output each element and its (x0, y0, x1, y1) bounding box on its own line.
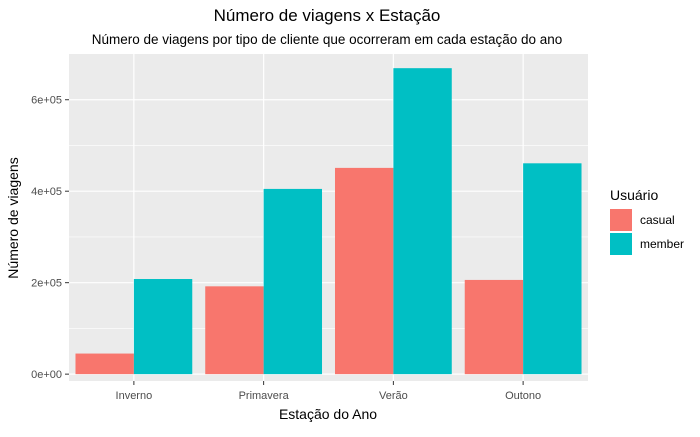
legend-title: Usuário (610, 187, 658, 203)
y-tick-label: 0e+00 (31, 369, 62, 381)
bar-casual-inverno (75, 353, 134, 375)
legend-swatch-member (610, 233, 632, 255)
bar-member-verão (393, 68, 452, 375)
bar-casual-primavera (205, 286, 264, 375)
bar-member-primavera (263, 188, 323, 375)
bar-member-inverno (133, 279, 193, 375)
x-tick-label: Primavera (239, 390, 290, 402)
legend-swatch-casual (610, 209, 632, 231)
legend-label-member: member (640, 237, 684, 251)
bar-member-outono (523, 163, 582, 375)
x-tick-label: Verão (379, 390, 408, 402)
x-tick-label: Outono (505, 390, 541, 402)
y-tick-label: 6e+05 (31, 95, 62, 107)
x-tick-label: Inverno (116, 390, 153, 402)
y-tick-label: 2e+05 (31, 278, 62, 290)
legend-label-casual: casual (640, 213, 675, 227)
y-axis-label: Número de viagens (5, 157, 21, 278)
y-tick-label: 4e+05 (31, 186, 62, 198)
bar-casual-outono (464, 279, 524, 375)
x-axis-label: Estação do Ano (279, 406, 377, 422)
x-axis: Inverno Primavera Verão Outono (116, 381, 541, 402)
bars (75, 68, 582, 375)
chart-subtitle: Número de viagens por tipo de cliente qu… (92, 32, 563, 47)
legend: Usuário casual member (610, 187, 684, 255)
bar-casual-verão (334, 167, 394, 375)
y-axis: 0e+00 2e+05 4e+05 6e+05 (31, 95, 69, 381)
chart-title: Número de viagens x Estação (214, 6, 441, 25)
